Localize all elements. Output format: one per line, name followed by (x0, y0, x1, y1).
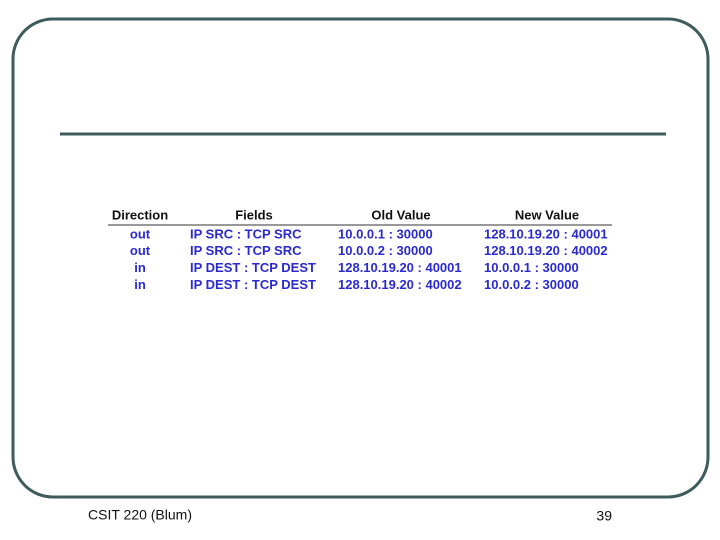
table-cell: 128.10.19.20 : 40002 (484, 243, 608, 258)
table-cell: in (134, 277, 146, 292)
table-cell: out (130, 243, 151, 258)
table: Direction Fields Old Value New Value out IP S… (112, 207, 608, 291)
slide-frame (11, 17, 710, 499)
table-cell: in (134, 260, 146, 275)
header-cell: New Value (515, 207, 579, 222)
header-cell: Fields (235, 207, 273, 222)
table-cell: 10.0.0.1 : 30000 (484, 260, 579, 275)
table-cell: 10.0.0.2 : 30000 (338, 243, 433, 258)
table-cell: 10.0.0.1 : 30000 (338, 226, 433, 241)
header-cell: Direction (112, 207, 168, 222)
table-cell: 10.0.0.2 : 30000 (484, 277, 579, 292)
table-cell: IP SRC : TCP SRC (190, 226, 302, 241)
table-cell: IP DEST : TCP DEST (190, 260, 316, 275)
table-cell: IP SRC : TCP SRC (190, 243, 302, 258)
header-cell: Old Value (371, 207, 430, 222)
table-cell: 128.10.19.20 : 40001 (484, 226, 608, 241)
table-cell: IP DEST : TCP DEST (190, 277, 316, 292)
table-cell: out (130, 226, 151, 241)
table-cell: 128.10.19.20 : 40002 (338, 277, 462, 292)
table-cell: 128.10.19.20 : 40001 (338, 260, 462, 275)
footer-right: 39 (596, 508, 612, 524)
footer-left: CSIT 220 (Blum) (88, 507, 192, 523)
